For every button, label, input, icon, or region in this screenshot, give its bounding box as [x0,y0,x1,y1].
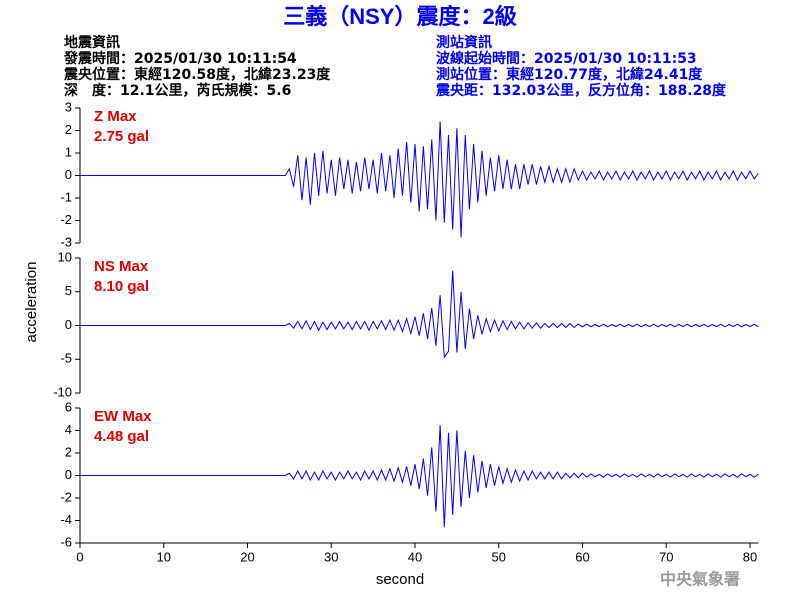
x-tick-label: 10 [157,549,171,564]
y-tick-label: 0 [65,467,72,482]
x-axis-label: second [376,571,424,588]
max-label: 8.10 gal [94,278,149,295]
x-tick-label: 80 [743,549,757,564]
info-heading: 地震資訊 [64,34,120,51]
watermark: 中央氣象署 [660,570,740,589]
trace [80,425,759,528]
y-axis-label: acceleration [23,262,40,343]
y-tick-label: -10 [53,384,72,399]
y-tick-label: 10 [58,249,72,264]
y-tick-label: 3 [65,99,72,114]
x-tick-label: 40 [408,549,422,564]
info-line: 震央位置：東經120.58度，北緯23.23度 [63,66,331,83]
x-tick-label: 70 [659,549,673,564]
info-line: 波線起始時間：2025/01/30 10:11:53 [436,50,697,67]
y-tick-label: 1 [65,144,72,159]
y-tick-label: -6 [60,534,72,549]
y-tick-label: -4 [60,512,72,527]
y-tick-label: 6 [65,399,72,414]
trace [80,270,759,359]
info-line: 測站位置：東經120.77度，北緯24.41度 [436,66,703,83]
y-tick-label: 0 [65,167,72,182]
series-name: Z Max [94,108,137,125]
info-line: 深 度：12.1公里，芮氏規模：5.6 [64,82,291,99]
series-name: EW Max [94,408,152,425]
max-label: 4.48 gal [94,428,149,445]
max-label: 2.75 gal [94,128,149,145]
y-tick-label: 0 [65,317,72,332]
y-tick-label: 5 [65,283,72,298]
x-tick-label: 0 [76,549,83,564]
info-line: 震央距：132.03公里，反方位角：188.28度 [435,82,727,99]
x-tick-label: 50 [492,549,506,564]
y-tick-label: 4 [65,422,72,437]
x-tick-label: 20 [240,549,254,564]
y-tick-label: 2 [65,444,72,459]
info-heading: 測站資訊 [436,34,492,51]
y-tick-label: -5 [60,351,72,366]
y-tick-label: 2 [65,122,72,137]
series-name: NS Max [94,258,149,275]
y-tick-label: -2 [60,489,72,504]
y-tick-label: -3 [60,234,72,249]
x-tick-label: 30 [324,549,338,564]
info-line: 發震時間：2025/01/30 10:11:54 [63,50,297,67]
y-tick-label: -2 [60,212,72,227]
chart-title: 三義（NSY）震度：2級 [283,4,516,29]
x-tick-label: 60 [575,549,589,564]
trace [80,121,759,238]
y-tick-label: -1 [60,189,72,204]
